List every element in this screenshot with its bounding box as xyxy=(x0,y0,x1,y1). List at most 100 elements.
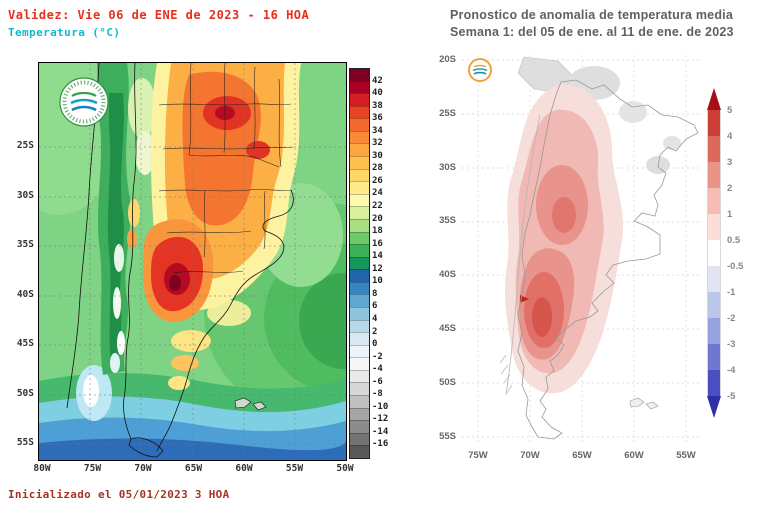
right-lat-tick-label: 55S xyxy=(439,431,456,442)
colorbar-arrow-top xyxy=(707,88,721,110)
left-lon-tick-label: 80W xyxy=(33,463,51,474)
colorbar-segment xyxy=(350,395,369,408)
right-lat-tick-label: 20S xyxy=(439,54,456,65)
left-map-subtitle: Temperatura (°C) xyxy=(8,26,121,39)
colorbar-tick-label: -10 xyxy=(372,401,389,412)
colorbar-segment xyxy=(350,306,369,320)
colorbar-segment xyxy=(350,105,369,119)
colorbar-segment xyxy=(350,256,369,270)
colorbar-tick-label: -16 xyxy=(372,439,389,450)
anomaly-map xyxy=(462,55,700,445)
colorbar-segment xyxy=(350,143,369,157)
colorbar-segment xyxy=(350,269,369,282)
right-map-title-line1: Pronostico de anomalia de temperatura me… xyxy=(450,8,733,22)
colorbar-segment xyxy=(350,193,369,207)
colorbar-segment xyxy=(350,168,369,182)
colorbar-segment xyxy=(707,370,721,396)
colorbar-segment xyxy=(350,332,369,345)
colorbar-tick-label: 38 xyxy=(372,100,383,111)
colorbar-tick-label: 36 xyxy=(372,113,383,124)
colorbar-tick-label: 34 xyxy=(372,125,383,136)
colorbar-segment xyxy=(350,382,369,396)
colorbar-segment xyxy=(707,318,721,344)
colorbar-tick-label: 24 xyxy=(372,188,383,199)
colorbar-segment xyxy=(707,266,721,292)
graticule xyxy=(39,63,346,460)
colorbar-segment xyxy=(350,319,369,333)
warm-anomaly-field xyxy=(504,84,624,394)
left-map-footer: Inicializado el 05/01/2023 3 HOA xyxy=(8,488,230,501)
colorbar-tick-label: -3 xyxy=(727,338,736,350)
colorbar-segment xyxy=(707,188,721,214)
left-lat-tick-label: 45S xyxy=(16,338,34,349)
colorbar-tick-label: -2 xyxy=(727,312,736,324)
right-lon-tick-label: 75W xyxy=(468,450,488,461)
right-lat-tick-label: 45S xyxy=(439,323,456,334)
temperature-field-svg xyxy=(39,63,346,460)
right-lon-tick-label: 65W xyxy=(572,450,592,461)
colorbar-tick-label: 3 xyxy=(727,156,733,168)
colorbar-tick-label: -0.5 xyxy=(727,260,744,272)
colorbar-tick-label: 12 xyxy=(372,263,383,274)
right-lat-tick-label: 40S xyxy=(439,269,456,280)
colorbar-segment xyxy=(350,420,369,433)
colorbar-segment xyxy=(350,369,369,383)
colorbar-tick-label: 42 xyxy=(372,75,383,86)
colorbar-segment xyxy=(350,218,369,232)
colorbar-segment xyxy=(350,407,369,421)
colorbar-tick-label: 2 xyxy=(727,182,733,194)
colorbar-segment xyxy=(350,156,369,169)
colorbar-arrow-bottom xyxy=(707,396,721,418)
colorbar-segment xyxy=(350,244,369,257)
colorbar-tick-label: 40 xyxy=(372,88,383,99)
left-lat-tick-label: 55S xyxy=(16,437,34,448)
smn-logo xyxy=(59,77,109,127)
colorbar-segment xyxy=(350,432,369,446)
right-map-title-line2: Semana 1: del 05 de ene. al 11 de ene. d… xyxy=(450,25,734,39)
left-lon-tick-label: 60W xyxy=(235,463,253,474)
colorbar-segment xyxy=(350,80,369,94)
colorbar-tick-label: 20 xyxy=(372,213,383,224)
colorbar-tick-label: -12 xyxy=(372,414,389,425)
colorbar-tick-label: 4 xyxy=(727,130,733,142)
colorbar-tick-label: 8 xyxy=(372,288,378,299)
left-lon-tick-label: 50W xyxy=(336,463,354,474)
left-lat-tick-label: 35S xyxy=(16,239,34,250)
colorbar-segment xyxy=(350,294,369,307)
colorbar-tick-label: -14 xyxy=(372,426,389,437)
colorbar-segment xyxy=(350,344,369,358)
colorbar-segment xyxy=(707,214,721,240)
colorbar-tick-label: 16 xyxy=(372,238,383,249)
colorbar-tick-label: 10 xyxy=(372,276,383,287)
colorbar-tick-label: 0 xyxy=(372,339,378,350)
temperature-map xyxy=(38,62,347,461)
anomaly-colorbar xyxy=(707,88,721,418)
left-lon-tick-label: 75W xyxy=(83,463,102,474)
province-boundaries xyxy=(158,63,294,274)
right-lat-tick-label: 25S xyxy=(439,108,456,119)
colorbar-tick-label: 0.5 xyxy=(727,234,741,246)
left-lat-tick-label: 40S xyxy=(16,288,34,300)
colorbar-tick-label: 6 xyxy=(372,301,378,312)
colorbar-segment xyxy=(350,69,369,81)
temperature-colorbar xyxy=(349,68,370,459)
smn-logo-small xyxy=(468,58,492,82)
colorbar-segment xyxy=(350,357,369,370)
left-lat-tick-label: 30S xyxy=(16,189,34,201)
colorbar-tick-label: 14 xyxy=(372,251,383,262)
colorbar-segment xyxy=(707,292,721,318)
colorbar-tick-label: 5 xyxy=(727,104,733,116)
left-lat-tick-label: 50S xyxy=(16,387,34,399)
colorbar-tick-label: 32 xyxy=(372,138,383,149)
left-lat-tick-label: 25S xyxy=(16,140,34,151)
colorbar-segment xyxy=(350,281,369,295)
colorbar-tick-label: -5 xyxy=(727,390,736,402)
anomaly-max-marker xyxy=(520,295,529,303)
right-lon-tick-label: 60W xyxy=(624,450,644,461)
left-lon-tick-label: 65W xyxy=(184,463,203,474)
left-lon-tick-label: 70W xyxy=(134,463,152,474)
country-outline xyxy=(499,79,699,440)
colorbar-segment xyxy=(350,130,369,144)
colorbar-tick-label: -4 xyxy=(727,364,736,376)
